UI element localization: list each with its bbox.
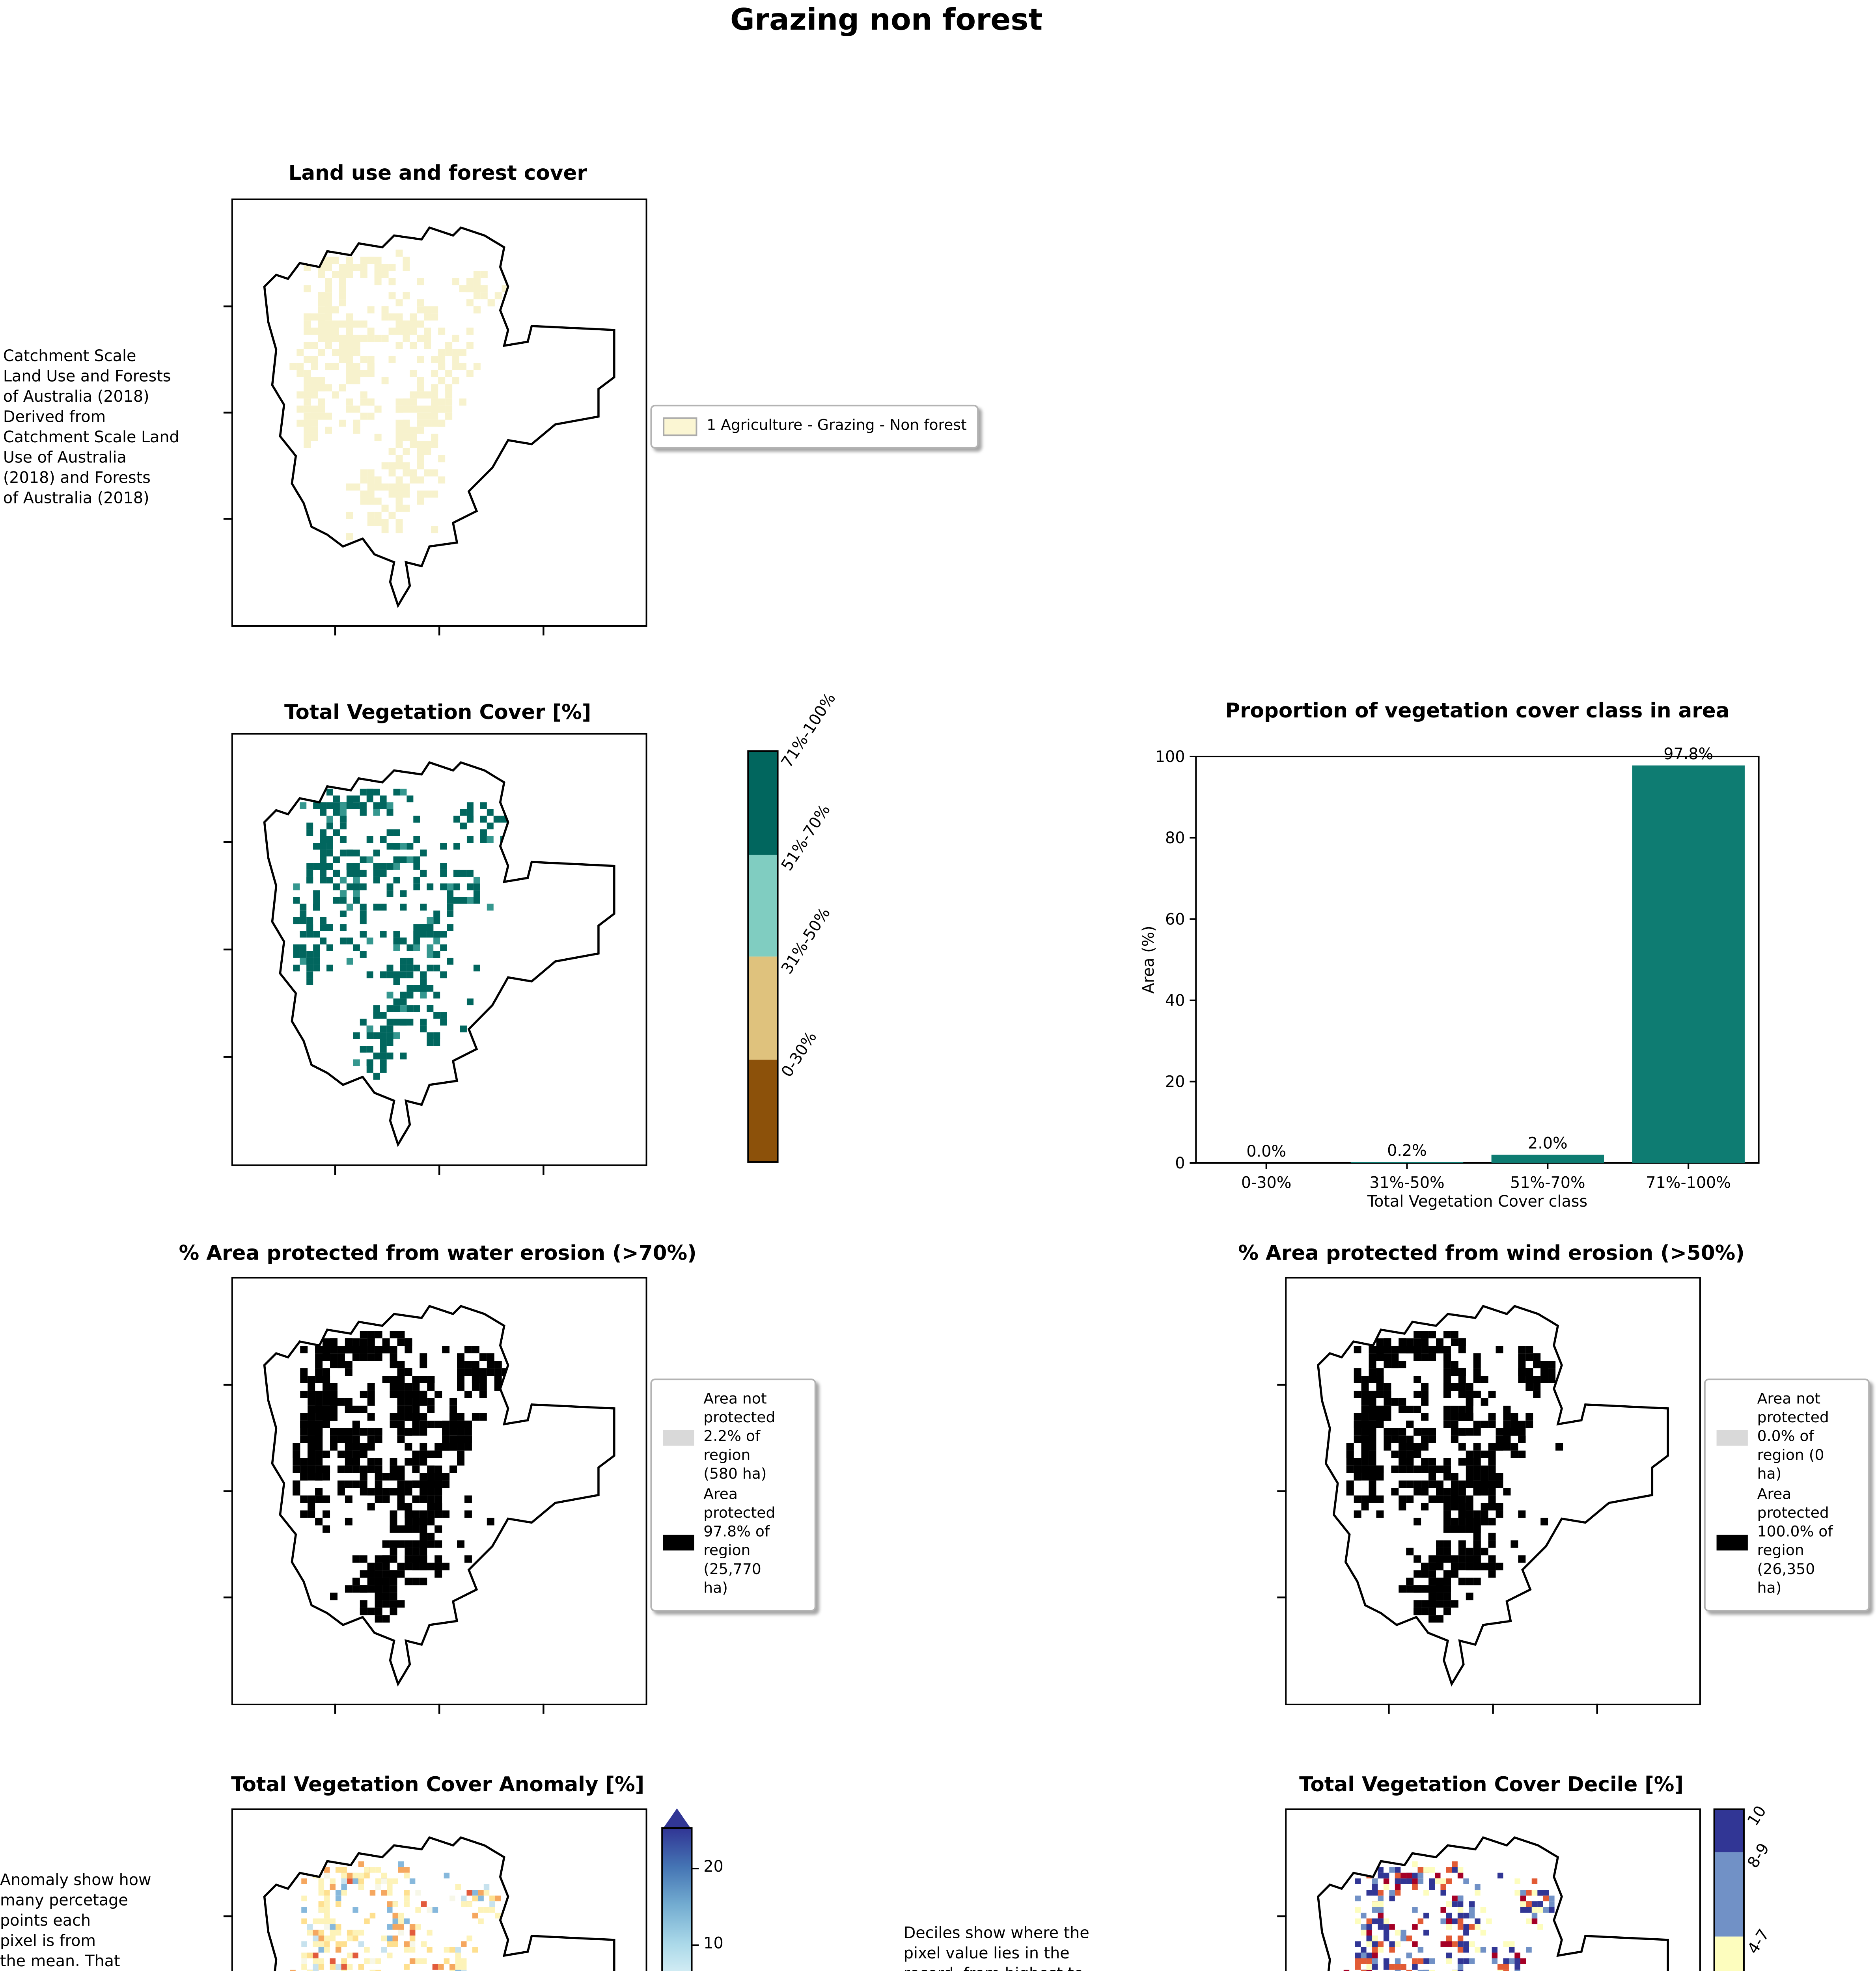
landuse-legend-swatch bbox=[663, 417, 697, 436]
colorbar-tick-label: 71%-100% bbox=[779, 690, 840, 771]
colorbar-tick-label: 51%-70% bbox=[779, 802, 835, 875]
wind-protected-label: Area protected 100.0% of region (26,350 … bbox=[1757, 1487, 1833, 1597]
anomaly-map bbox=[223, 1808, 647, 1971]
wind-erosion-map-canvas bbox=[1277, 1305, 1669, 1714]
svg-text:Area (%): Area (%) bbox=[1139, 926, 1158, 993]
svg-text:0.2%: 0.2% bbox=[1387, 1142, 1427, 1160]
svg-text:2.0%: 2.0% bbox=[1528, 1134, 1568, 1152]
water-erosion-map bbox=[223, 1277, 647, 1714]
decile-colorbar-column bbox=[1713, 1808, 1745, 1971]
decile-title: Total Vegetation Cover Decile [%] bbox=[1299, 1774, 1684, 1798]
water-legend-entry-not-protected: Area not protected 2.2% of region (580 h… bbox=[663, 1391, 804, 1484]
landuse-map bbox=[223, 198, 647, 635]
veg-cover-map bbox=[223, 733, 647, 1175]
colorbar-tick-label: 4-7 bbox=[1745, 1926, 1774, 1957]
landuse-legend: 1 Agriculture - Grazing - Non forest bbox=[650, 404, 979, 449]
landuse-title: Land use and forest cover bbox=[288, 162, 587, 186]
anomaly-colorbar-tick-label: 10 bbox=[703, 1935, 724, 1953]
wind-not-protected-swatch bbox=[1716, 1429, 1748, 1446]
wind-protected-swatch bbox=[1716, 1535, 1748, 1551]
svg-text:80: 80 bbox=[1165, 829, 1185, 847]
water-erosion-legend: Area not protected 2.2% of region (580 h… bbox=[650, 1379, 816, 1611]
svg-text:71%-100%: 71%-100% bbox=[1646, 1174, 1731, 1192]
svg-text:97.8%: 97.8% bbox=[1663, 745, 1713, 763]
anomaly-colorbar: 20100−10−20 bbox=[661, 1808, 772, 1971]
water-legend-entry-protected: Area protected 97.8% of region (25,770 h… bbox=[663, 1487, 804, 1598]
svg-text:40: 40 bbox=[1165, 991, 1185, 1010]
svg-text:Total Vegetation Cover class: Total Vegetation Cover class bbox=[1367, 1192, 1587, 1211]
svg-text:60: 60 bbox=[1165, 910, 1185, 928]
veg-cover-colorbar-column bbox=[747, 750, 779, 1163]
anomaly-title: Total Vegetation Cover Anomaly [%] bbox=[231, 1774, 645, 1798]
veg-cover-title: Total Vegetation Cover [%] bbox=[284, 702, 591, 725]
decile-colorbar: 108-94-72-31 bbox=[1713, 1803, 1773, 1971]
svg-text:31%-50%: 31%-50% bbox=[1369, 1174, 1444, 1192]
svg-text:0-30%: 0-30% bbox=[1241, 1174, 1292, 1192]
wind-legend-entry-protected: Area protected 100.0% of region (26,350 … bbox=[1716, 1487, 1857, 1598]
svg-text:0.0%: 0.0% bbox=[1246, 1142, 1286, 1161]
colorbar-tick-label: 10 bbox=[1745, 1803, 1771, 1830]
wind-erosion-map bbox=[1277, 1277, 1701, 1714]
veg-cover-colorbar: 71%-100% 51%-70% 31%-50% 0-30% bbox=[747, 691, 840, 1163]
anomaly-colorbar-tick bbox=[692, 1944, 699, 1946]
colorbar-tick-label: 8-9 bbox=[1745, 1841, 1774, 1872]
water-erosion-map-canvas bbox=[223, 1305, 615, 1714]
landuse-map-canvas bbox=[223, 226, 615, 635]
landuse-source-text: Catchment Scale Land Use and Forests of … bbox=[3, 348, 179, 508]
water-not-protected-label: Area not protected 2.2% of region (580 h… bbox=[703, 1391, 776, 1483]
svg-text:20: 20 bbox=[1165, 1073, 1185, 1091]
wind-not-protected-label: Area not protected 0.0% of region (0 ha) bbox=[1757, 1391, 1829, 1483]
decile-map-canvas bbox=[1277, 1836, 1669, 1971]
svg-text:51%-70%: 51%-70% bbox=[1510, 1174, 1585, 1192]
anomaly-colorbar-gradient bbox=[661, 1827, 693, 1971]
landuse-legend-entry: 1 Agriculture - Grazing - Non forest bbox=[663, 417, 967, 436]
svg-text:100: 100 bbox=[1155, 748, 1185, 766]
proportion-bar-chart: 0 20 40 60 80 100 0-30% 0.0% 31%-50% 0.2% 51%-70% 2… bbox=[1139, 745, 1760, 1211]
anomaly-map-canvas bbox=[223, 1836, 615, 1971]
anomaly-colorbar-tick-label: 20 bbox=[703, 1858, 724, 1876]
decile-explanation-text: Deciles show where the pixel value lies … bbox=[903, 1925, 1089, 1971]
colorbar-tick-label: 0-30% bbox=[779, 1029, 821, 1081]
water-protected-label: Area protected 97.8% of region (25,770 h… bbox=[703, 1487, 776, 1597]
wind-erosion-legend: Area not protected 0.0% of region (0 ha)… bbox=[1704, 1379, 1870, 1611]
svg-text:0: 0 bbox=[1175, 1154, 1185, 1172]
landuse-legend-label: 1 Agriculture - Grazing - Non forest bbox=[707, 417, 967, 435]
colorbar-tick-label: 31%-50% bbox=[779, 905, 835, 978]
water-not-protected-swatch bbox=[663, 1429, 694, 1446]
decile-map bbox=[1277, 1808, 1701, 1971]
wind-legend-entry-not-protected: Area not protected 0.0% of region (0 ha) bbox=[1716, 1391, 1857, 1484]
water-erosion-title: % Area protected from water erosion (>70… bbox=[179, 1243, 697, 1266]
anomaly-colorbar-upper-arrow bbox=[663, 1808, 691, 1829]
proportion-chart-title: Proportion of vegetation cover class in … bbox=[1225, 700, 1730, 724]
veg-cover-map-canvas bbox=[223, 761, 615, 1175]
anomaly-colorbar-tick bbox=[692, 1867, 699, 1869]
wind-erosion-title: % Area protected from wind erosion (>50%… bbox=[1238, 1243, 1745, 1266]
page-title: Grazing non forest bbox=[730, 3, 1043, 38]
anomaly-explanation-text: Anomaly show how many percetage points e… bbox=[0, 1872, 151, 1971]
water-protected-swatch bbox=[663, 1535, 694, 1551]
